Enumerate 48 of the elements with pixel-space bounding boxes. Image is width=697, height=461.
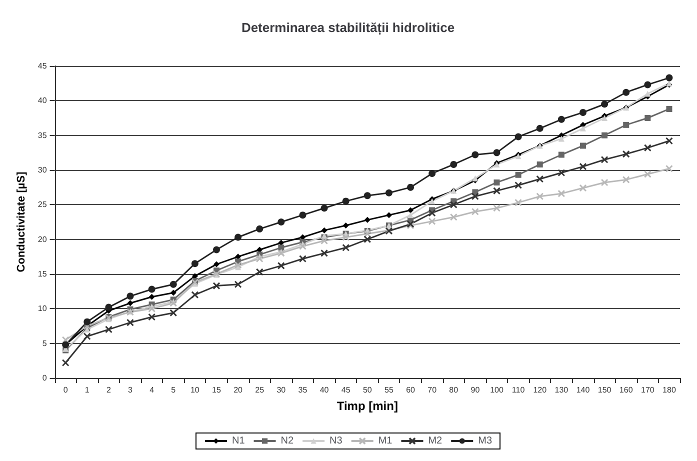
x-tick-label: 40: [320, 386, 330, 394]
x-tick-label: 15: [212, 386, 222, 394]
x-tick-label: 45: [341, 386, 351, 394]
y-tick-label: 5: [42, 338, 48, 348]
y-tick-label: 15: [38, 270, 48, 278]
x-tick-label: 80: [449, 386, 459, 394]
y-tick-label: 10: [38, 304, 48, 314]
x-tick-label: 35: [298, 386, 308, 394]
legend-label: N3: [330, 436, 343, 446]
x-tick-label: 55: [384, 386, 394, 394]
x-tick-label: 20: [234, 386, 244, 394]
x-tick-label: 140: [576, 386, 590, 394]
x-tick-label: 3: [128, 386, 134, 394]
x-tick-label: 25: [255, 386, 265, 394]
x-tick-label: 170: [640, 386, 655, 394]
x-tick-label: 0: [63, 386, 68, 394]
x-tick-label: 2: [106, 386, 112, 394]
legend-label: M3: [478, 436, 492, 446]
y-tick-label: 20: [38, 234, 48, 244]
x-tick-label: 1: [84, 386, 90, 394]
x-axis-title: Timp [min]: [336, 399, 398, 413]
legend-label: M2: [428, 436, 443, 446]
y-tick-label: 35: [38, 130, 48, 140]
x-tick-label: 10: [190, 386, 200, 394]
y-tick-label: 25: [38, 200, 48, 210]
x-tick-label: 110: [512, 386, 526, 394]
y-tick-label: 30: [38, 166, 48, 174]
x-tick-label: 100: [490, 386, 504, 394]
chart-title: Determinarea stabilității hidrolitice: [241, 20, 455, 36]
y-axis-title: Conductivitate [µS]: [16, 171, 28, 272]
x-tick-label: 60: [406, 386, 416, 394]
x-tick-label: 120: [533, 386, 548, 394]
legend-label: M1: [378, 436, 393, 446]
x-tick-label: 90: [470, 386, 480, 394]
x-tick-label: 130: [554, 386, 569, 394]
x-tick-label: 160: [619, 386, 634, 394]
y-tick-label: 0: [42, 374, 48, 382]
y-tick-label: 45: [38, 62, 48, 70]
x-tick-label: 70: [428, 386, 438, 394]
x-tick-label: 4: [150, 386, 155, 394]
x-tick-label: 30: [276, 386, 286, 394]
y-tick-label: 40: [38, 96, 48, 106]
legend-label: N1: [232, 436, 246, 446]
x-tick-label: 180: [662, 386, 676, 394]
x-tick-label: 50: [362, 386, 372, 394]
x-tick-label: 5: [171, 386, 176, 394]
x-tick-label: 150: [598, 386, 612, 394]
legend-label: N2: [280, 436, 294, 446]
